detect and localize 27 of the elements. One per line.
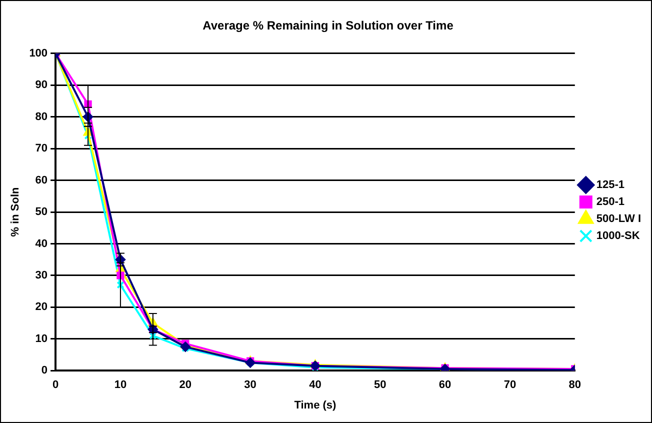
x-tick-label: 10 xyxy=(114,379,127,392)
legend-label: 500-LW I xyxy=(596,213,641,226)
x-tick-label: 80 xyxy=(568,379,581,392)
chart-title: Average % Remaining in Solution over Time xyxy=(202,18,454,33)
y-tick-label: 70 xyxy=(35,142,48,155)
y-axis-title: % in Soln xyxy=(10,186,22,237)
y-tick-label: 50 xyxy=(35,206,48,218)
y-tick-label: 10 xyxy=(35,332,48,345)
x-tick-label: 50 xyxy=(374,379,386,392)
x-axis-title: Time (s) xyxy=(294,399,337,412)
x-tick-label: 70 xyxy=(504,379,516,392)
x-tick-label: 40 xyxy=(309,379,322,392)
legend-label: 125-1 xyxy=(596,179,625,192)
legend-label: 1000-SK xyxy=(596,230,640,242)
y-tick-label: 30 xyxy=(35,269,48,282)
x-tick-label: 60 xyxy=(438,379,452,392)
x-tick-label: 0 xyxy=(52,379,59,392)
x-tick-label: 30 xyxy=(244,379,256,392)
y-tick-label: 100 xyxy=(29,47,48,60)
y-tick-label: 20 xyxy=(35,301,48,314)
y-tick-label: 0 xyxy=(41,364,48,377)
y-tick-label: 60 xyxy=(35,174,48,186)
y-tick-label: 40 xyxy=(35,238,48,250)
y-tick-label: 80 xyxy=(35,110,48,123)
legend-label: 250-1 xyxy=(596,196,625,208)
y-tick-label: 90 xyxy=(35,79,48,92)
x-tick-label: 20 xyxy=(179,379,192,392)
